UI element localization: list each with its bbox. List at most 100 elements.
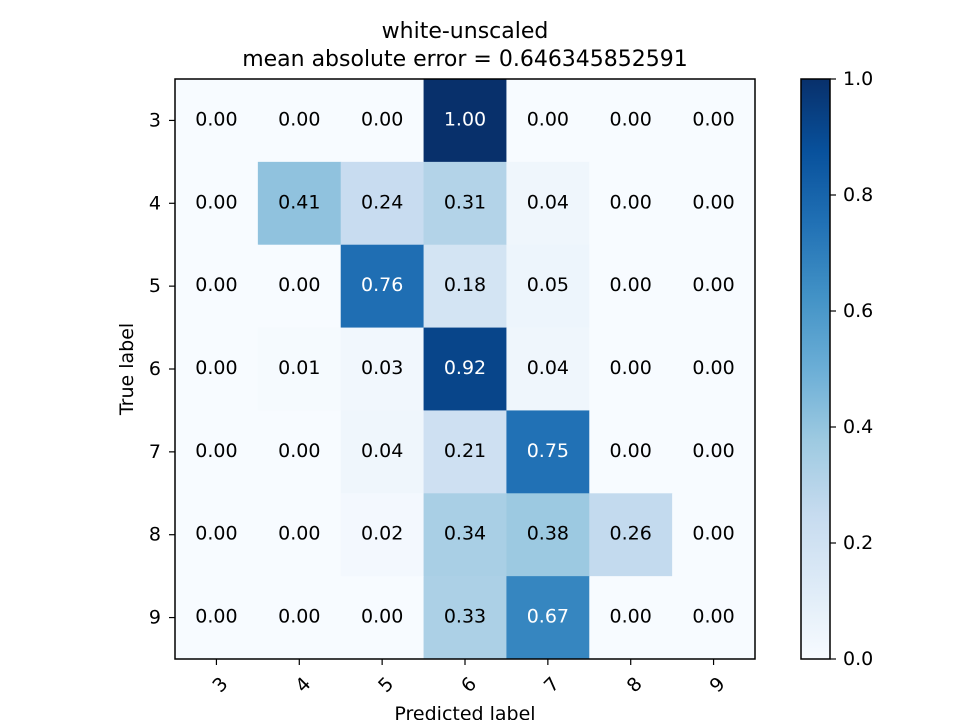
heatmap-cell	[340, 161, 425, 246]
heatmap-cell	[589, 161, 673, 246]
cell-value-label: 0.00	[195, 274, 237, 296]
cell-value-label: 0.67	[527, 606, 569, 628]
heatmap-cell	[423, 244, 507, 329]
heatmap-cell	[340, 576, 425, 660]
heatmap-cell	[672, 161, 756, 246]
heatmap-cell	[340, 244, 425, 329]
cell-value-label: 0.00	[610, 606, 652, 628]
cell-value-label: 0.24	[361, 191, 403, 213]
cell-value-label: 0.04	[361, 440, 403, 462]
heatmap-cell	[340, 327, 425, 411]
cell-value-label: 0.00	[278, 274, 320, 296]
y-tick-label: 6	[149, 358, 161, 380]
heatmap-cell	[257, 327, 342, 411]
heatmap-cell	[672, 79, 756, 163]
heatmap-cell	[257, 576, 342, 660]
heatmap-cells	[175, 79, 756, 660]
x-tick-label: 7	[540, 673, 564, 697]
heatmap-cell	[506, 493, 590, 577]
y-tick-label: 4	[149, 192, 161, 214]
x-tick-label: 4	[291, 673, 315, 697]
heatmap-cell	[589, 410, 673, 494]
heatmap-cell	[506, 161, 590, 246]
heatmap-cell	[340, 410, 425, 494]
heatmap-cell	[672, 410, 756, 494]
heatmap-cell	[423, 79, 507, 163]
heatmap-cell	[672, 327, 756, 411]
cell-value-label: 0.00	[692, 440, 734, 462]
chart-title: white-unscaled	[382, 19, 549, 44]
heatmap-cell	[423, 493, 507, 577]
cell-value-label: 1.00	[444, 108, 486, 130]
cell-value-label: 0.00	[692, 357, 734, 379]
cell-value-label: 0.01	[278, 357, 320, 379]
cell-value-label: 0.00	[195, 191, 237, 213]
heatmap-cell	[423, 161, 507, 246]
heatmap-cell	[257, 410, 342, 494]
heatmap-cell	[589, 79, 673, 163]
cell-value-label: 0.00	[195, 523, 237, 545]
y-axis-label: True label	[116, 323, 138, 416]
colorbar-tick-label: 0.8	[843, 184, 873, 206]
heatmap-cell	[175, 161, 259, 246]
heatmap-cell	[423, 576, 507, 660]
heatmap-cell	[506, 79, 590, 163]
cell-value-label: 0.00	[610, 108, 652, 130]
heatmap-cell	[340, 493, 425, 577]
cell-value-label: 0.00	[278, 606, 320, 628]
cell-value-label: 0.38	[527, 523, 569, 545]
cell-value-label: 0.00	[692, 523, 734, 545]
cell-value-label: 0.00	[278, 440, 320, 462]
heatmap-cell	[589, 327, 673, 411]
chart-subtitle: mean absolute error = 0.646345852591	[242, 47, 688, 72]
cell-value-label: 0.34	[444, 523, 486, 545]
colorbar-tick-label: 0.6	[843, 300, 873, 322]
cell-value-label: 0.00	[692, 274, 734, 296]
heatmap-cell	[423, 327, 507, 411]
cell-value-label: 0.03	[361, 357, 403, 379]
heatmap-cell	[175, 410, 259, 494]
y-tick-label: 9	[149, 607, 161, 629]
colorbar-tick-label: 0.0	[843, 648, 873, 670]
y-tick-label: 7	[149, 441, 161, 463]
cell-value-label: 0.00	[610, 357, 652, 379]
cell-value-label: 0.04	[527, 357, 569, 379]
x-axis-label: Predicted label	[394, 703, 535, 720]
cell-value-label: 0.00	[195, 440, 237, 462]
cell-value-label: 0.04	[527, 191, 569, 213]
y-tick-label: 5	[149, 275, 161, 297]
colorbar-tick-label: 1.0	[843, 68, 873, 90]
cell-value-label: 0.00	[692, 191, 734, 213]
heatmap-cell	[175, 327, 259, 411]
y-tick-label: 3	[149, 109, 161, 131]
x-tick-label: 3	[208, 673, 232, 697]
cell-value-label: 0.00	[610, 440, 652, 462]
cell-value-label: 0.00	[278, 108, 320, 130]
heatmap-cell	[589, 576, 673, 660]
cell-value-label: 0.41	[278, 191, 320, 213]
heatmap-cell	[589, 493, 673, 577]
cell-value-label: 0.00	[610, 191, 652, 213]
cell-value-label: 0.75	[527, 440, 569, 462]
heatmap-cell	[423, 410, 507, 494]
heatmap-cell	[257, 244, 342, 329]
heatmap-cell	[506, 244, 590, 329]
y-tick-label: 8	[149, 524, 161, 546]
cell-value-label: 0.00	[361, 606, 403, 628]
heatmap-cell	[506, 327, 590, 411]
cell-value-label: 0.00	[195, 108, 237, 130]
cell-value-label: 0.00	[610, 274, 652, 296]
heatmap-cell	[672, 244, 756, 329]
heatmap-cell	[672, 493, 756, 577]
cell-value-label: 0.92	[444, 357, 486, 379]
x-tick-label: 9	[706, 673, 730, 697]
cell-value-label: 0.00	[195, 357, 237, 379]
cell-value-label: 0.00	[278, 523, 320, 545]
cell-value-label: 0.76	[361, 274, 403, 296]
heatmap-cell	[340, 79, 425, 163]
x-axis-ticks: 3 4 5 6 7 8 9	[208, 659, 730, 697]
heatmap-cell	[589, 244, 673, 329]
heatmap-cell	[175, 493, 259, 577]
cell-value-label: 0.33	[444, 606, 486, 628]
cell-value-label: 0.05	[527, 274, 569, 296]
